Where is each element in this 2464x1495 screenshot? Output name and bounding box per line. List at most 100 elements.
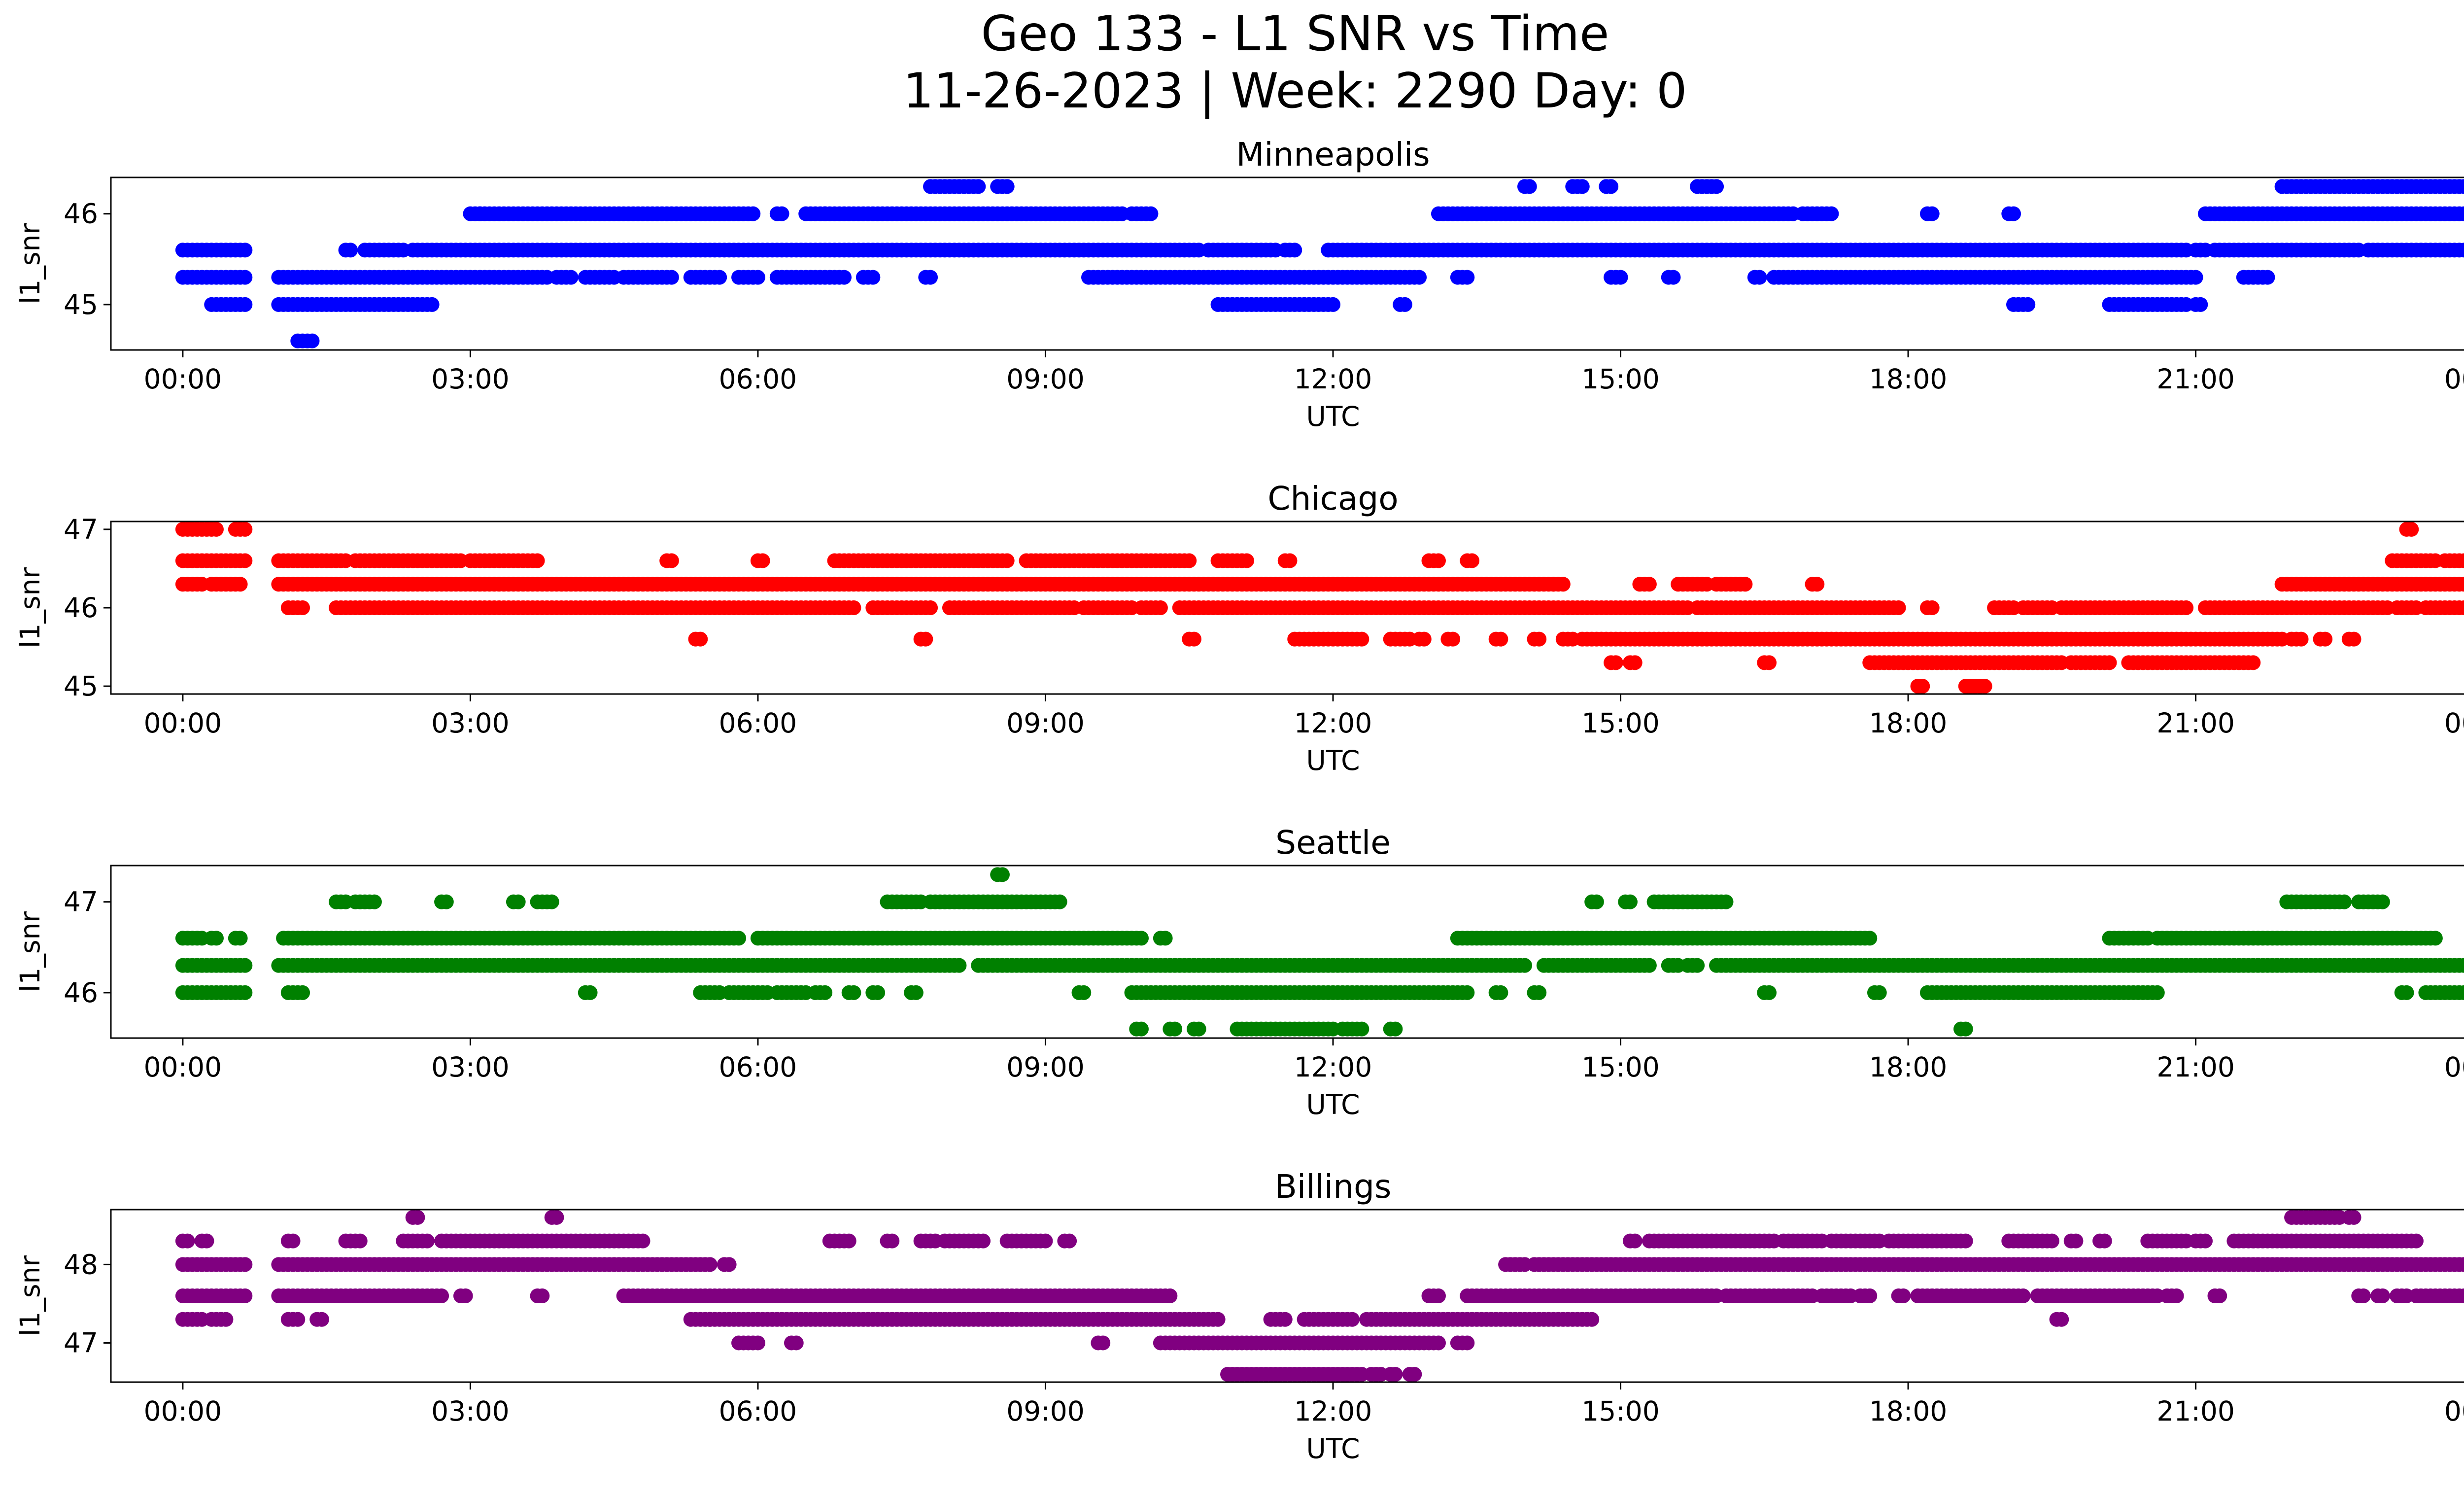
data-point [1326,297,1340,312]
data-point [1153,600,1168,615]
x-tick-label: 15:00 [1581,1051,1660,1083]
data-point [731,931,747,946]
data-point [1052,894,1067,909]
data-point [1752,270,1767,285]
data-point [999,553,1015,568]
data-point [2457,577,2464,592]
data-point [1613,270,1628,285]
data-point [1642,577,1657,592]
data-point [1896,1288,1911,1303]
x-tick-label: 06:00 [719,363,797,395]
data-point [2188,270,2203,285]
figure-title: Geo 133 - L1 SNR vs Time [981,6,1609,62]
data-point [1555,577,1571,592]
data-point [1627,655,1643,670]
data-point [702,1257,718,1272]
data-point [2399,985,2414,1000]
data-point [2346,1210,2361,1225]
data-point [2461,244,2464,256]
data-point [238,553,253,568]
data-point [2457,553,2464,568]
data-point [238,1288,253,1303]
data-point [2457,206,2464,221]
data-point [424,297,440,312]
data-point [788,1335,804,1351]
seattle-title: Seattle [1275,824,1391,862]
data-point [1977,679,1992,694]
minneapolis-x-axis-label: UTC [1306,401,1360,432]
x-tick-label: 00:00 [2444,363,2464,395]
data-point [2020,297,2036,312]
data-point [952,958,967,973]
data-point [233,577,248,592]
billings-title: Billings [1275,1168,1392,1206]
data-point [1354,1021,1369,1037]
data-point [1738,577,1753,592]
y-tick-label: 45 [64,670,98,702]
x-tick-label: 21:00 [2156,1051,2235,1083]
data-point [1608,655,1623,670]
data-point [693,631,708,647]
data-point [1532,985,1547,1000]
data-point [199,1233,214,1249]
data-point [818,985,833,1000]
chicago-title: Chicago [1267,480,1398,518]
chicago-points [175,522,2464,694]
data-point [1133,931,1149,946]
data-point [2318,631,2333,647]
data-point [1762,655,1777,670]
data-point [1642,958,1657,973]
data-point [755,553,770,568]
data-point [2346,631,2361,647]
data-point [2375,894,2390,909]
data-point [1915,679,1930,694]
x-tick-label: 12:00 [1294,1395,1372,1427]
data-point [511,894,526,909]
minneapolis-title: Minneapolis [1236,136,1430,174]
data-point [2198,1233,2213,1249]
data-point [2356,1288,2371,1303]
data-point [923,270,938,285]
data-point [2068,1233,2084,1249]
data-point [746,206,761,221]
y-tick-label: 48 [64,1249,98,1280]
data-point [2293,631,2309,647]
data-point [908,985,924,1000]
data-point [1584,1312,1600,1327]
data-point [2006,206,2021,221]
data-point [208,522,224,537]
data-point [1589,894,1604,909]
data-point [238,243,253,258]
data-point [1076,985,1092,1000]
data-point [2150,985,2165,1000]
x-tick-label: 06:00 [719,1395,797,1427]
data-point [2169,1288,2184,1303]
data-point [238,522,253,537]
minneapolis-y-axis-label: l1_snr [14,223,46,304]
data-point [664,553,679,568]
data-point [2457,1288,2464,1303]
data-point [549,1210,564,1225]
data-point [343,243,358,258]
data-point [1810,577,1825,592]
data-point [1460,270,1475,285]
data-point [2461,208,2464,219]
x-tick-label: 00:00 [2444,1051,2464,1083]
data-point [2461,1290,2464,1302]
data-point [712,270,727,285]
data-point [1862,931,1878,946]
data-point [1574,179,1590,194]
data-point [458,1288,473,1303]
data-point [1210,1312,1226,1327]
x-tick-label: 03:00 [431,1395,510,1427]
data-point [1493,985,1508,1000]
data-point [2457,179,2464,194]
x-tick-label: 15:00 [1581,707,1660,739]
data-point [563,270,579,285]
data-point [2428,931,2443,946]
data-point [976,1233,991,1249]
